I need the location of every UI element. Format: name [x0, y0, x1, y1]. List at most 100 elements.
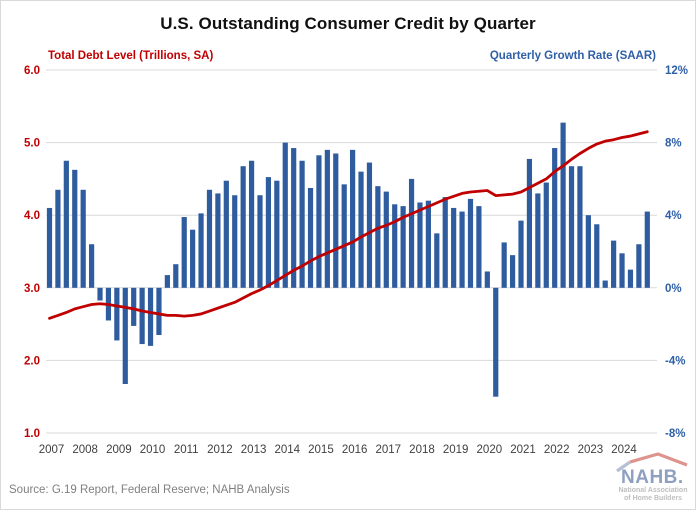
year-tick-label: 2015 — [308, 444, 334, 456]
growth-bar — [97, 287, 103, 301]
right-axis-tick: 4% — [665, 210, 682, 222]
growth-bar — [232, 195, 238, 288]
growth-bar — [88, 244, 95, 288]
growth-bar — [501, 242, 507, 288]
left-axis-tick: 3.0 — [24, 283, 40, 295]
year-tick-label: 2007 — [39, 444, 65, 456]
growth-bar — [442, 197, 448, 288]
growth-bar — [366, 162, 373, 288]
chart-title: U.S. Outstanding Consumer Credit by Quar… — [160, 14, 536, 33]
debt-line — [48, 130, 649, 320]
year-tick-label: 2013 — [241, 444, 267, 456]
growth-bar — [518, 220, 524, 288]
year-tick-label: 2021 — [510, 444, 536, 456]
year-tick-label: 2023 — [578, 444, 604, 456]
growth-bar — [434, 233, 440, 288]
growth-bar — [274, 180, 280, 288]
growth-bar — [568, 166, 575, 288]
year-tick-label: 2012 — [207, 444, 233, 456]
growth-bar — [358, 171, 364, 288]
growth-bar — [627, 269, 634, 288]
logo-roof-right-icon — [629, 452, 688, 467]
growth-bar — [63, 160, 69, 288]
growth-bar — [644, 211, 650, 288]
growth-bar — [526, 158, 533, 288]
growth-bar — [282, 142, 288, 288]
left-axis-tick: 4.0 — [24, 210, 40, 222]
year-tick-label: 2018 — [409, 444, 435, 456]
growth-bar — [164, 275, 170, 288]
growth-bar — [375, 186, 381, 288]
year-tick-label: 2019 — [443, 444, 469, 456]
growth-bar — [156, 287, 162, 335]
growth-bar — [316, 155, 322, 288]
right-axis-tick: 0% — [665, 283, 682, 295]
growth-bar — [400, 206, 406, 288]
growth-bar — [509, 255, 516, 288]
growth-bar — [122, 287, 128, 384]
growth-bar — [114, 287, 120, 341]
right-axis-title: Quarterly Growth Rate (SAAR) — [489, 50, 656, 62]
year-tick-label: 2014 — [274, 444, 300, 456]
growth-bar — [291, 148, 297, 288]
growth-bar — [324, 149, 330, 288]
logo-subtitle-2: of Home Builders — [624, 495, 682, 502]
growth-bar — [131, 287, 137, 326]
growth-bar — [307, 187, 314, 288]
growth-bar — [408, 178, 415, 288]
growth-bar — [560, 122, 566, 288]
right-axis-tick: 12% — [665, 65, 688, 77]
growth-bar — [198, 213, 204, 288]
year-tick-label: 2016 — [342, 444, 368, 456]
growth-bar — [80, 189, 86, 288]
growth-bar — [467, 198, 474, 288]
growth-bar — [265, 177, 272, 288]
left-axis-tick: 1.0 — [24, 428, 40, 440]
year-tick-label: 2022 — [544, 444, 570, 456]
growth-bar — [257, 195, 263, 288]
growth-bar — [392, 204, 398, 288]
growth-bar — [535, 193, 541, 288]
year-tick-label: 2020 — [477, 444, 503, 456]
growth-bar — [215, 193, 221, 288]
growth-bar — [493, 287, 499, 397]
logo-wordmark: NAHB. — [621, 467, 684, 488]
growth-bar — [72, 169, 78, 288]
growth-bar — [240, 166, 246, 288]
growth-bar — [417, 202, 423, 288]
logo-subtitle-1: National Association — [619, 487, 688, 494]
growth-bar — [206, 189, 213, 288]
left-axis-tick: 6.0 — [24, 65, 40, 77]
year-tick-label: 2024 — [611, 444, 637, 456]
growth-bar — [459, 211, 465, 288]
nahb-logo: NAHB. National Association of Home Build… — [616, 452, 688, 502]
growth-bar — [484, 271, 490, 288]
growth-bar — [147, 287, 154, 346]
growth-bar — [223, 180, 229, 288]
growth-bar — [543, 182, 549, 288]
left-axis-title: Total Debt Level (Trillions, SA) — [48, 50, 214, 62]
growth-bar — [350, 149, 356, 288]
growth-bar — [594, 224, 600, 288]
growth-bar — [139, 287, 145, 345]
right-axis-tick: -4% — [665, 355, 685, 367]
growth-bar — [383, 191, 389, 288]
growth-bar — [55, 189, 61, 288]
left-axis-tick: 5.0 — [24, 138, 40, 150]
year-tick-label: 2008 — [72, 444, 98, 456]
growth-bar — [299, 160, 305, 288]
growth-bar — [46, 207, 53, 288]
growth-bar — [173, 264, 179, 288]
growth-bar — [333, 153, 339, 288]
logo-roof-left-icon — [616, 460, 631, 473]
growth-bar — [181, 217, 187, 288]
left-axis-tick: 2.0 — [24, 355, 40, 367]
growth-bar — [585, 215, 591, 288]
growth-bar — [248, 160, 255, 288]
year-tick-label: 2017 — [376, 444, 402, 456]
growth-bar — [190, 229, 196, 288]
year-tick-label: 2009 — [106, 444, 132, 456]
growth-bar — [577, 166, 583, 288]
growth-bar — [602, 280, 608, 288]
